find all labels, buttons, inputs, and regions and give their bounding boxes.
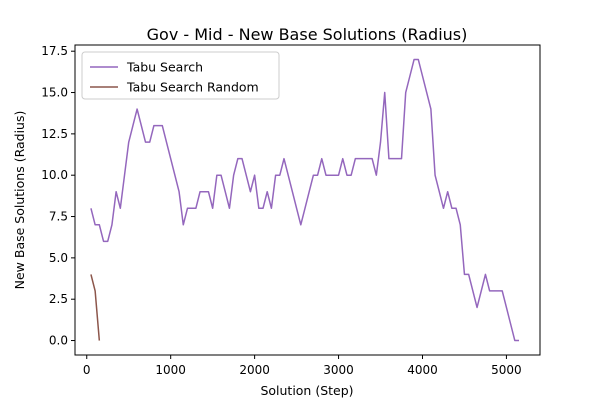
- y-tick-label: 2.5: [49, 292, 68, 306]
- y-tick-label: 12.5: [41, 127, 68, 141]
- legend: Tabu Search Tabu Search Random: [81, 51, 280, 100]
- y-tick-label: 7.5: [49, 210, 68, 224]
- y-tick-label: 10.0: [41, 168, 68, 182]
- legend-box: [81, 51, 280, 100]
- legend-label: Tabu Search: [126, 60, 203, 75]
- x-tick-label: 5000: [491, 363, 522, 377]
- y-tick-label: 5.0: [49, 251, 68, 265]
- y-axis-label: New Base Solutions (Radius): [12, 111, 27, 290]
- x-tick-label: 1000: [155, 363, 186, 377]
- chart-title: Gov - Mid - New Base Solutions (Radius): [147, 25, 468, 44]
- x-axis-label: Solution (Step): [260, 383, 353, 398]
- y-tick-label: 15.0: [41, 86, 68, 100]
- x-tick-label: 3000: [323, 363, 354, 377]
- plot-area: 0 1000 2000 3000 4000 5000 0.0 2.5 5.0 7.5 10.0 12.…: [41, 44, 541, 377]
- series-line-2: [90, 274, 101, 341]
- legend-label: Tabu Search Random: [126, 80, 259, 95]
- y-tick-label: 17.5: [41, 44, 68, 58]
- x-tick-label: 4000: [407, 363, 438, 377]
- plot-frame: [74, 44, 541, 356]
- y-tick-label: 0.0: [49, 334, 68, 348]
- x-tick-label: 0: [83, 363, 91, 377]
- series-line-1: [90, 58, 520, 342]
- x-tick-label: 2000: [239, 363, 270, 377]
